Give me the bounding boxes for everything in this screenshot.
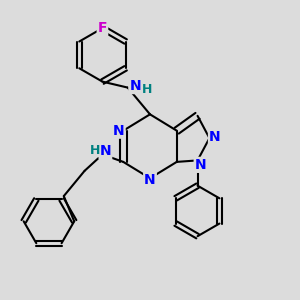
Text: N: N <box>129 79 141 93</box>
Text: F: F <box>98 21 107 35</box>
Text: N: N <box>209 130 220 144</box>
Text: N: N <box>144 173 156 187</box>
Text: N: N <box>113 124 124 138</box>
Text: H: H <box>142 82 152 96</box>
Text: N: N <box>195 158 206 172</box>
Text: N: N <box>100 145 111 158</box>
Text: H: H <box>90 143 100 157</box>
